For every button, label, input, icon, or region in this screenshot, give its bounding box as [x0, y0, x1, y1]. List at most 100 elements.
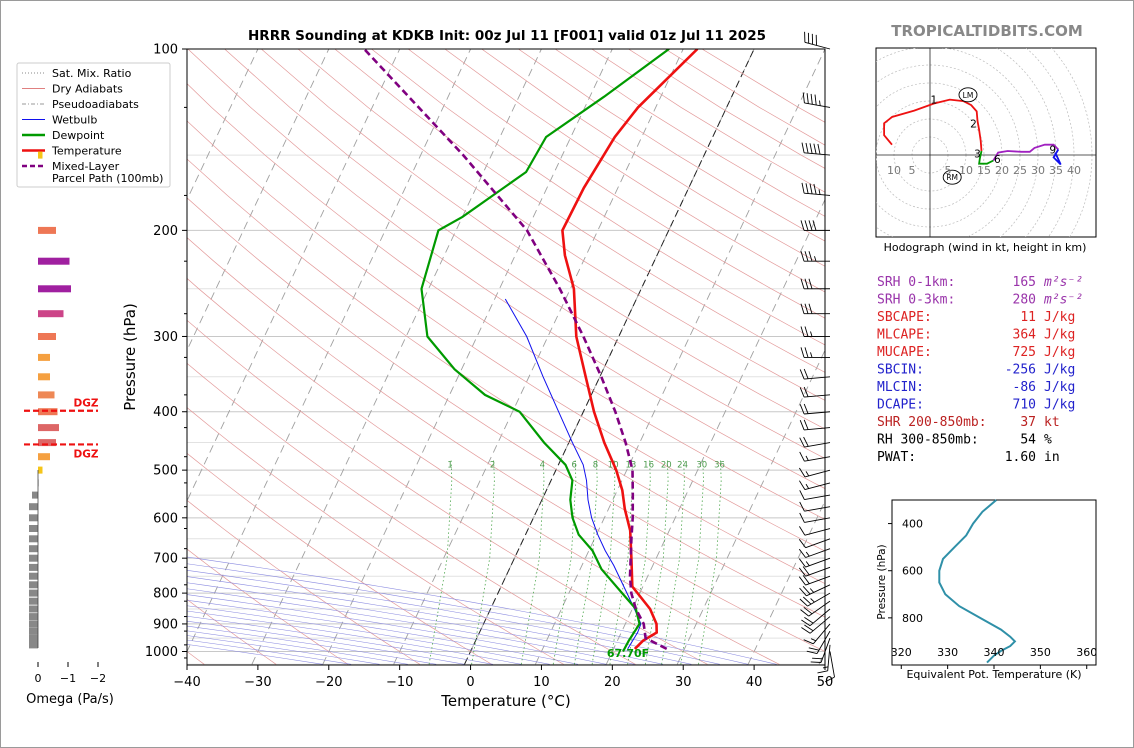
param-value: 11	[1020, 310, 1036, 325]
dry-adiabat	[187, 237, 825, 652]
isotherm-line	[251, 49, 542, 665]
param-value: 37	[1020, 415, 1036, 430]
hodograph-storm-motion-marker	[958, 87, 978, 103]
wind-barb-flag	[803, 403, 809, 414]
wind-barb-flag	[804, 220, 809, 231]
hodograph-segment	[978, 150, 994, 165]
omega-panel: DGZ DGZ 0 −1 −2	[24, 151, 106, 685]
omega-bar	[29, 605, 38, 613]
dry-adiabat	[187, 362, 636, 665]
wind-barb-flag	[800, 251, 805, 262]
wind-barb-flag	[801, 627, 811, 634]
wind-barb-flag	[798, 558, 806, 568]
param-label: SRH 0-3km:	[877, 293, 955, 308]
wind-barb-staff	[804, 469, 831, 478]
omega-bar	[29, 514, 38, 522]
wind-barb-staff	[805, 548, 831, 558]
hodograph-ring-label: 35	[1049, 164, 1063, 177]
omega-bar	[38, 439, 56, 447]
omega-bar	[29, 563, 38, 571]
moist-adiabat	[187, 563, 749, 665]
moist-adiabat	[187, 625, 437, 665]
wind-barb-flag	[802, 566, 810, 576]
mixing-ratio-label: 6	[571, 461, 576, 471]
wind-barb	[800, 278, 831, 290]
omega-bar	[38, 453, 50, 461]
wind-barb-half-flag	[810, 638, 817, 642]
wind-barb-flag	[812, 220, 817, 231]
param-label: PWAT:	[877, 450, 916, 465]
hodograph-storm-motion-marker	[942, 169, 962, 185]
dry-adiabat	[187, 452, 492, 665]
wind-barb	[817, 644, 831, 674]
wind-barb-flag	[799, 587, 807, 597]
theta-e-x-tick-label: 320	[891, 646, 912, 659]
theta-e-x-tick-label: 350	[1030, 646, 1051, 659]
wind-barb-staff	[806, 584, 831, 597]
isotherm-line	[187, 49, 259, 201]
wind-barb-staff	[805, 538, 831, 549]
wind-barb-staff	[804, 376, 831, 380]
param-label: SBCAPE:	[877, 310, 932, 325]
moist-adiabat	[187, 620, 465, 665]
legend-label: Parcel Path (100mb)	[52, 172, 163, 185]
omega-bar	[38, 391, 55, 399]
dry-adiabat	[371, 49, 825, 346]
hodograph-ring-label: 5	[945, 164, 952, 177]
wind-barb-flag	[803, 639, 814, 645]
wind-barb-flag	[800, 347, 805, 358]
omega-bar	[38, 310, 64, 318]
wind-barb-staff	[804, 456, 831, 462]
hodograph-ring-label: 10	[959, 164, 973, 177]
y-axis-label: Pressure (hPa)	[121, 303, 139, 411]
param-unit: J/kg	[1044, 345, 1075, 360]
legend-label: Dry Adiabats	[52, 83, 123, 96]
wind-barb-flag	[799, 437, 805, 448]
wind-barb	[799, 467, 831, 478]
y-tick-label: 200	[153, 224, 178, 239]
dry-adiabat	[187, 49, 825, 489]
wind-barb-half-flag	[810, 331, 813, 337]
wind-barb-staff	[804, 152, 831, 156]
wind-barb-flag	[804, 624, 814, 632]
sat-mixing-ratio-line	[698, 459, 722, 665]
wind-barb-staff	[805, 575, 831, 586]
wind-barb-half-flag	[814, 256, 817, 262]
wind-barb-flag	[798, 539, 806, 548]
legend-box	[16, 62, 171, 188]
param-row: SBCIN: -256 J/kg	[877, 363, 1075, 378]
dry-adiabat	[297, 49, 825, 401]
wind-barb-flag	[813, 183, 817, 195]
wind-barb-half-flag	[819, 100, 821, 106]
zero-isotherm	[464, 49, 755, 665]
dry-adiabat	[187, 158, 825, 585]
isotherm-line	[187, 49, 330, 352]
wind-barb	[799, 526, 831, 536]
moist-adiabat	[187, 594, 607, 665]
mixing-ratio-label: 20	[661, 461, 672, 471]
omega-bar	[38, 285, 71, 293]
wind-barb-flag	[808, 220, 813, 231]
y-tick-label: 1000	[145, 645, 178, 660]
sat-mixing-ratio-line	[627, 459, 651, 665]
omega-bar	[29, 634, 38, 642]
theta-e-line	[938, 499, 1017, 664]
wind-barb	[806, 630, 831, 655]
moist-adiabat	[187, 599, 579, 665]
wind-barb-flag	[802, 596, 812, 605]
param-row: DCAPE: 710 J/kg	[877, 398, 1075, 413]
omega-bar	[38, 151, 43, 159]
sat-mixing-ratio-line	[471, 459, 495, 665]
hodograph-height-label: 3	[974, 148, 981, 160]
wind-barb	[810, 637, 831, 663]
wind-barb-half-flag	[810, 598, 815, 603]
wind-barb	[801, 142, 831, 156]
sat-mixing-ratio-line	[609, 459, 634, 665]
wind-barb-flag	[800, 609, 809, 617]
wind-barb-half-flag	[822, 666, 829, 669]
wind-barb	[799, 584, 831, 597]
theta-e-y-tick-label: 600	[902, 565, 923, 578]
moist-adiabat	[187, 588, 635, 665]
